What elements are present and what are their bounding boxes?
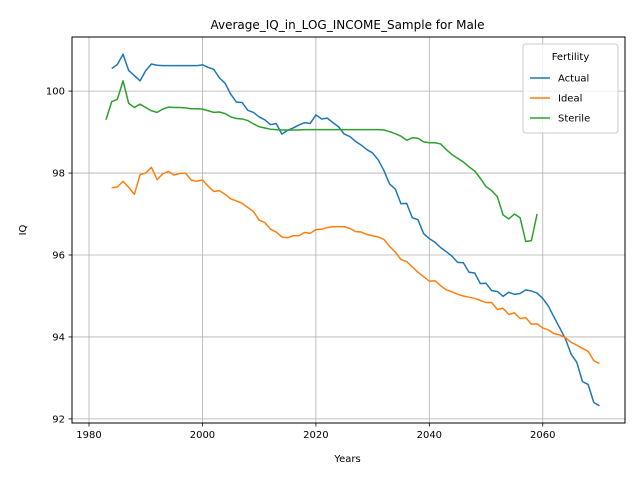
y-tick-label: 100	[46, 87, 65, 98]
legend-label-sterile: Sterile	[558, 114, 590, 125]
x-tick-label: 1980	[76, 430, 101, 441]
y-tick-label: 98	[52, 169, 65, 180]
y-axis: 92 94 96 98 100	[46, 87, 72, 425]
y-tick-label: 96	[52, 250, 65, 261]
legend-title: Fertility	[552, 52, 590, 63]
legend-label-ideal: Ideal	[558, 94, 582, 105]
x-tick-label: 2040	[417, 430, 442, 441]
x-tick-label: 2060	[530, 430, 555, 441]
legend-label-actual: Actual	[558, 74, 589, 85]
y-axis-label: IQ	[18, 224, 29, 235]
y-tick-label: 92	[52, 414, 65, 425]
series-line-ideal	[111, 166, 600, 365]
x-axis-label: Years	[333, 454, 360, 465]
x-tick-label: 2020	[303, 430, 328, 441]
x-axis: 1980 2000 2020 2040 2060	[76, 423, 555, 441]
plot-frame	[71, 36, 626, 424]
legend-box	[522, 43, 619, 134]
series-lines	[105, 53, 600, 407]
chart-title: Average_IQ_in_LOG_INCOME_Sample for Male	[210, 18, 484, 32]
y-tick-label: 94	[52, 332, 65, 343]
series-line-actual	[111, 53, 600, 407]
legend: Fertility Actual Ideal Sterile	[522, 43, 619, 134]
series-line-sterile	[105, 80, 538, 243]
x-tick-label: 2000	[190, 430, 215, 441]
